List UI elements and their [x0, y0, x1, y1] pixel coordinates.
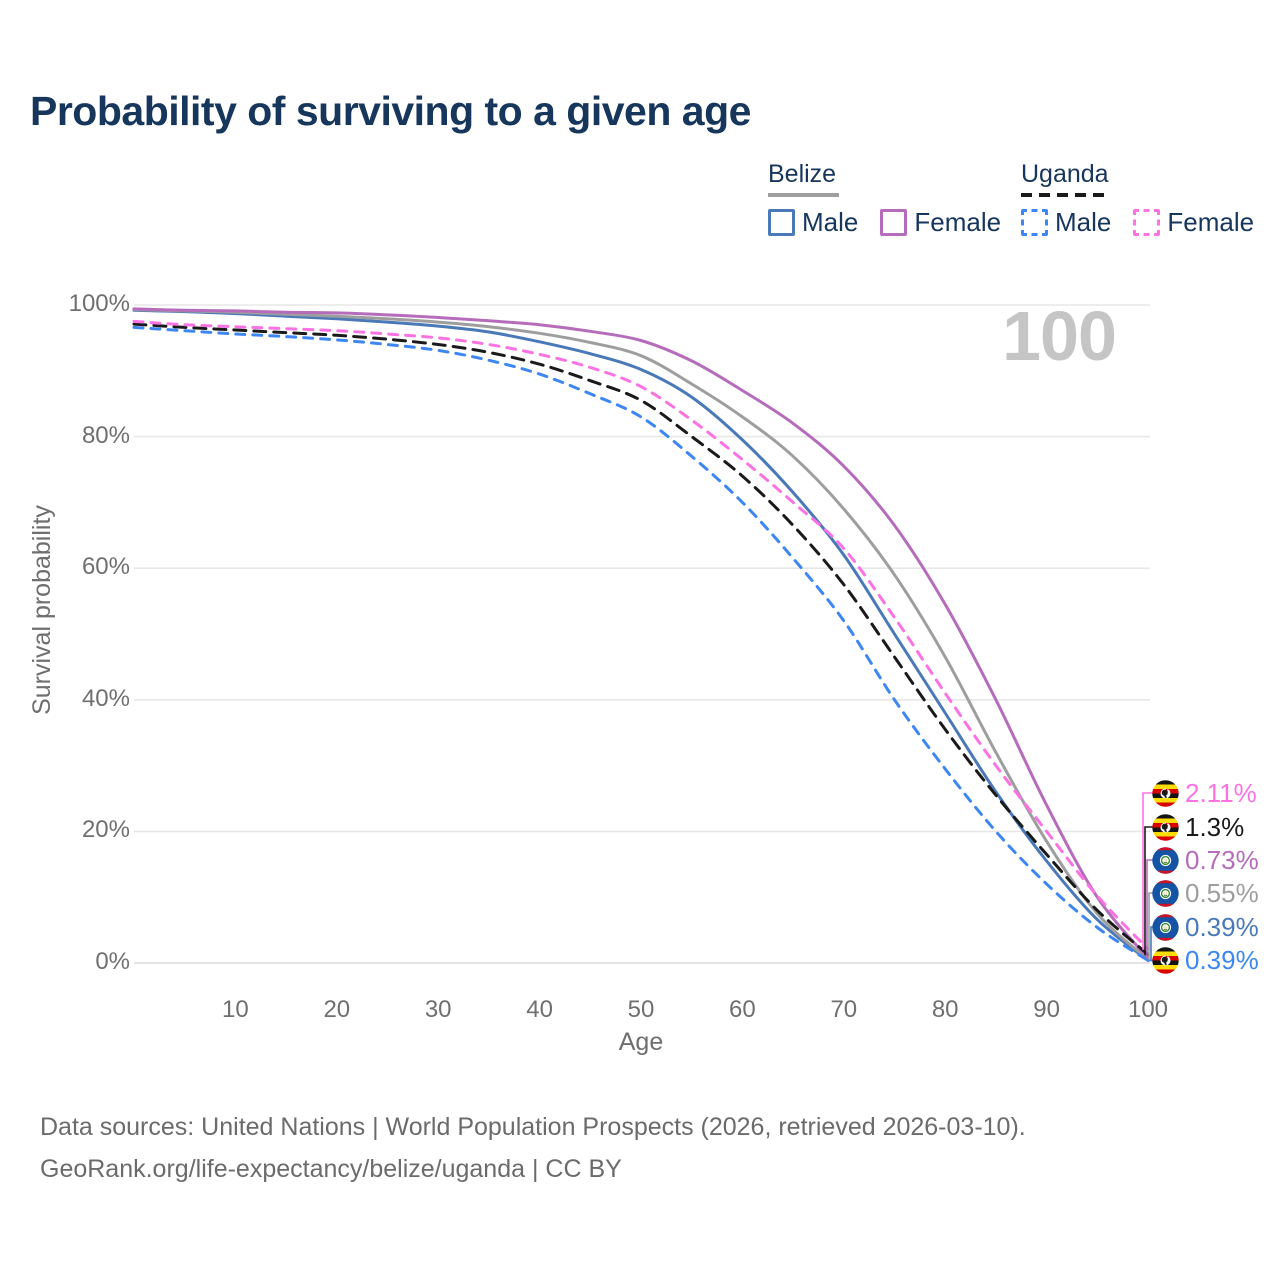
uganda-flag-icon: [1152, 779, 1179, 807]
legend-item-belize-female[interactable]: Female: [880, 207, 1001, 238]
y-tick-label: 100%: [68, 290, 130, 317]
legend-country-uganda[interactable]: Uganda: [1021, 160, 1109, 188]
age-watermark: 100: [1002, 297, 1117, 375]
end-label-text: 0.55%: [1185, 877, 1259, 908]
series-line-uganda-male[interactable]: [132, 325, 1150, 962]
survival-curves-plot: [132, 304, 1154, 964]
y-tick-label: 60%: [81, 553, 130, 581]
end-label-uganda-1.3: 1.3%: [1152, 812, 1244, 842]
footer-attribution: GeoRank.org/life-expectancy/belize/ugand…: [40, 1155, 622, 1183]
legend-items-belize: Male Female: [768, 207, 1023, 238]
y-axis-title: Survival probability: [28, 505, 56, 715]
x-axis-title: Age: [618, 1028, 664, 1056]
end-label-belize-0.39: 0.39%: [1152, 912, 1259, 942]
x-tick-label: 40: [526, 996, 553, 1023]
legend-label-uganda-male[interactable]: Male: [1055, 207, 1112, 237]
y-tick-label: 80%: [81, 421, 130, 449]
uganda-dashed-line-swatch: [1021, 193, 1108, 197]
end-label-text: 0.39%: [1185, 944, 1259, 975]
end-label-text: 1.3%: [1185, 811, 1245, 842]
end-label-text: 0.73%: [1185, 844, 1259, 875]
legend-item-uganda-male[interactable]: Male: [1021, 207, 1111, 238]
legend-item-uganda-female[interactable]: Female: [1133, 207, 1254, 238]
chart-title: Probability of surviving to a given age: [30, 88, 751, 134]
legend-group-belize: Belize Male Female: [768, 160, 1023, 238]
x-tick-label: 80: [931, 996, 959, 1023]
end-label-connector: [1148, 892, 1154, 961]
x-tick-label: 50: [627, 996, 655, 1023]
series-line-uganda-female[interactable]: [132, 319, 1150, 951]
uganda-male-swatch[interactable]: [1021, 209, 1048, 236]
end-label-uganda-0.39: 0.39%: [1152, 945, 1259, 975]
x-tick-label: 90: [1033, 996, 1060, 1023]
x-tick-label: 60: [729, 996, 756, 1023]
x-tick-label: 100: [1127, 996, 1169, 1023]
series-line-belize[interactable]: [132, 308, 1150, 961]
x-tick-label: 20: [323, 996, 351, 1023]
legend-label-belize-male[interactable]: Male: [802, 207, 859, 237]
legend-label-belize-female[interactable]: Female: [914, 207, 1002, 237]
belize-male-swatch[interactable]: [768, 209, 795, 236]
y-tick-label: 40%: [81, 684, 130, 712]
end-label-connector: [1146, 859, 1154, 959]
y-tick-label: 20%: [81, 816, 130, 844]
legend-items-uganda: Male Female: [1021, 207, 1276, 238]
y-tick-label: 0%: [95, 948, 130, 975]
end-label-uganda-2.11: 2.11%: [1152, 778, 1257, 808]
legend-item-belize-male[interactable]: Male: [768, 207, 858, 238]
legend-label-uganda-female[interactable]: Female: [1167, 207, 1255, 237]
end-label-text: 2.11%: [1185, 777, 1257, 808]
uganda-flag-icon: [1152, 946, 1179, 974]
belize-solid-line-swatch: [768, 193, 839, 197]
legend-group-uganda: Uganda Male Female: [1021, 160, 1276, 238]
x-tick-label: 10: [222, 996, 249, 1023]
uganda-flag-icon: [1152, 813, 1179, 841]
series-line-uganda[interactable]: [132, 322, 1150, 956]
footer-sources: Data sources: United Nations | World Pop…: [40, 1113, 1026, 1141]
end-label-text: 0.39%: [1185, 911, 1259, 942]
uganda-female-swatch[interactable]: [1133, 209, 1161, 236]
belize-female-swatch[interactable]: [880, 209, 908, 236]
footer: Data sources: United Nations | World Pop…: [40, 1106, 1026, 1190]
series-line-belize-male[interactable]: [132, 308, 1150, 962]
x-tick-label: 70: [830, 996, 858, 1023]
end-label-belize-0.73: 0.73%: [1152, 845, 1259, 875]
legend-country-belize[interactable]: Belize: [768, 160, 837, 188]
series-line-belize-female[interactable]: [132, 307, 1150, 960]
belize-flag-icon: [1152, 913, 1179, 941]
belize-flag-icon: [1152, 846, 1179, 874]
x-tick-label: 30: [424, 996, 452, 1023]
belize-flag-icon: [1152, 879, 1179, 907]
end-label-belize-0.55: 0.55%: [1152, 878, 1259, 908]
